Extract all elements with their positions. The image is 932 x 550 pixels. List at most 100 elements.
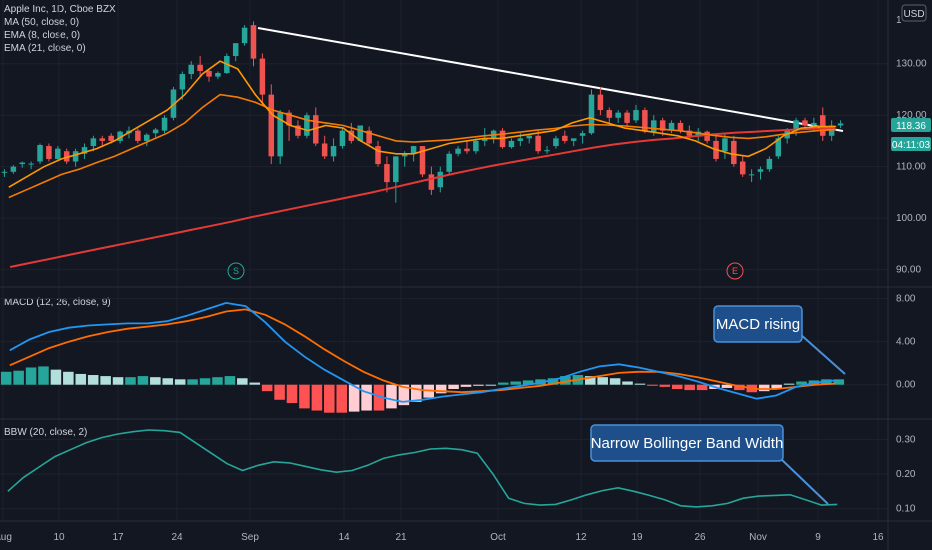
histogram-bar	[721, 384, 733, 388]
candle[interactable]	[99, 135, 106, 147]
candle[interactable]	[482, 128, 488, 147]
candle[interactable]	[704, 130, 710, 144]
candle[interactable]	[206, 68, 212, 82]
candle[interactable]	[624, 110, 630, 126]
ema21-label[interactable]: EMA (21, close, 0)	[4, 43, 86, 54]
histogram-bar	[696, 384, 708, 391]
candle[interactable]	[37, 143, 43, 165]
candle[interactable]	[473, 138, 479, 154]
candle[interactable]	[259, 53, 266, 105]
candle[interactable]	[508, 138, 515, 149]
candle[interactable]	[544, 146, 550, 154]
symbol-label[interactable]: Apple Inc, 1D, Cboe BZX	[4, 4, 116, 15]
candle[interactable]	[241, 25, 248, 46]
trendline[interactable]	[257, 27, 844, 132]
x-tick-label: 12	[575, 532, 587, 543]
candle[interactable]	[144, 133, 150, 147]
candle[interactable]	[339, 128, 346, 149]
candle[interactable]	[28, 161, 34, 170]
histogram-bar	[75, 373, 87, 385]
candle[interactable]	[10, 165, 17, 174]
candle[interactable]	[393, 156, 399, 203]
bbw-label[interactable]: BBW (20, close, 2)	[4, 427, 88, 438]
histogram-bar	[758, 384, 770, 392]
candle[interactable]	[268, 84, 275, 165]
candle[interactable]	[837, 120, 844, 129]
candle[interactable]	[739, 156, 746, 177]
candle[interactable]	[446, 151, 452, 175]
candle[interactable]	[19, 161, 25, 168]
candle[interactable]	[757, 166, 764, 180]
histogram-bar	[286, 384, 298, 404]
candle[interactable]	[81, 143, 88, 159]
candle[interactable]	[820, 107, 826, 141]
candle[interactable]	[464, 140, 470, 154]
candle[interactable]	[161, 115, 168, 134]
bbw-pane[interactable]	[7, 429, 838, 508]
bbw-callout[interactable]: Narrow Bollinger Band Width	[590, 424, 829, 505]
candle[interactable]	[642, 107, 648, 134]
macd-pane[interactable]	[0, 301, 845, 413]
candle[interactable]	[722, 133, 728, 159]
candle[interactable]	[766, 156, 773, 172]
macd-callout[interactable]: MACD rising	[713, 305, 846, 375]
candle[interactable]	[313, 107, 319, 147]
candle[interactable]	[321, 135, 328, 159]
candle[interactable]	[295, 120, 301, 139]
candle[interactable]	[232, 43, 239, 62]
macd-label[interactable]: MACD (12, 26, close, 9)	[4, 297, 111, 308]
candle[interactable]	[197, 56, 203, 77]
histogram-bar	[560, 376, 571, 385]
candle[interactable]	[63, 148, 70, 165]
histogram-bar	[38, 366, 49, 385]
y-axes[interactable]: 1 130.00 120.00 110.00 100.00 90.00 8.00 4.00 0.…	[896, 15, 927, 515]
candle[interactable]	[668, 120, 675, 134]
event-marker-e[interactable]: E	[726, 262, 744, 280]
candle[interactable]	[428, 166, 435, 195]
candle[interactable]	[535, 130, 541, 154]
candle[interactable]	[384, 156, 390, 193]
candle[interactable]	[1, 169, 8, 177]
ema8-label[interactable]: EMA (8, close, 0)	[4, 30, 81, 41]
candle[interactable]	[179, 71, 186, 100]
candle[interactable]	[606, 107, 613, 123]
candle[interactable]	[250, 21, 257, 67]
candle[interactable]	[72, 148, 79, 167]
candle[interactable]	[731, 135, 737, 167]
candle[interactable]	[188, 61, 194, 80]
candle[interactable]	[570, 138, 577, 147]
candle[interactable]	[330, 138, 337, 162]
candle[interactable]	[55, 146, 61, 162]
x-tick-label: 17	[112, 532, 124, 543]
candle[interactable]	[357, 125, 363, 142]
candle[interactable]	[90, 135, 97, 152]
candle[interactable]	[802, 117, 808, 129]
candle[interactable]	[490, 129, 497, 144]
candle[interactable]	[437, 166, 444, 193]
candle[interactable]	[526, 134, 532, 144]
ma50-label[interactable]: MA (50, close, 0)	[4, 17, 80, 28]
candle[interactable]	[455, 146, 461, 157]
event-marker-s[interactable]: S	[227, 262, 245, 280]
candle[interactable]	[633, 104, 639, 123]
currency-badge[interactable]: USD	[901, 4, 927, 22]
candle[interactable]	[304, 112, 310, 139]
candle[interactable]	[748, 169, 755, 183]
candle[interactable]	[375, 140, 381, 167]
candle[interactable]	[597, 86, 604, 116]
histogram-bar	[249, 382, 261, 385]
candle[interactable]	[562, 130, 568, 144]
candle[interactable]	[579, 130, 586, 144]
candle[interactable]	[366, 126, 372, 147]
price-pane[interactable]: S E	[1, 21, 844, 280]
candle[interactable]	[215, 71, 221, 80]
candle[interactable]	[46, 143, 52, 162]
candle[interactable]	[135, 128, 141, 144]
x-axis[interactable]: Aug 10 17 24 Sep 14 21 Oct 12 19 26 Nov 9 16	[0, 532, 884, 543]
macd-tick-label: 4.00	[896, 337, 916, 348]
candle[interactable]	[152, 128, 159, 139]
candle[interactable]	[588, 89, 595, 135]
candle[interactable]	[553, 135, 559, 149]
candle[interactable]	[615, 110, 621, 123]
